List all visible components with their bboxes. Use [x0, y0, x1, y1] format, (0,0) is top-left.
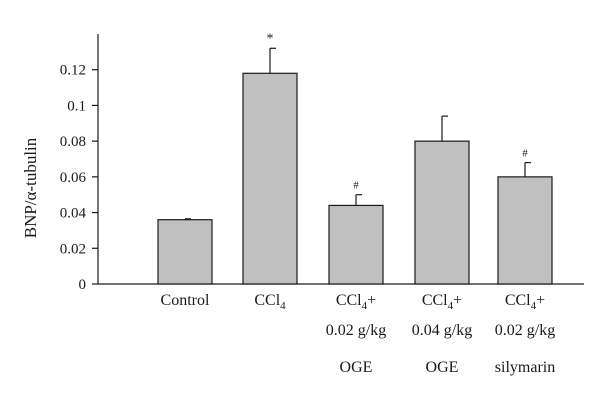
y-tick-label: 0.12	[60, 63, 86, 79]
y-tick-label: 0.1	[67, 98, 86, 114]
significance-marker: #	[522, 148, 528, 160]
x-tick-label: OGE	[340, 359, 373, 376]
bar	[497, 176, 553, 285]
y-tick-label: 0.08	[60, 134, 86, 150]
x-tick-label: CCl4	[254, 292, 286, 312]
x-tick-label-subscript: 4	[362, 300, 368, 312]
x-tick-label-text: 0.04 g/kg	[412, 322, 472, 339]
x-tick-label-text: CCl	[336, 292, 362, 309]
x-tick-label-subscript: 4	[448, 300, 454, 312]
x-tick-label-text: 0.02 g/kg	[495, 322, 555, 339]
y-tick-label: 0.02	[60, 241, 86, 257]
y-tick-label: 0.04	[60, 206, 87, 222]
x-tick-label-text: silymarin	[495, 359, 555, 376]
x-tick-label: CCl4+	[505, 292, 545, 312]
x-tick-label: 0.04 g/kg	[412, 322, 472, 339]
x-tick-label: 0.02 g/kg	[326, 322, 386, 339]
x-tick-label-suffix: +	[453, 292, 462, 309]
x-tick-label: 0.02 g/kg	[495, 322, 555, 339]
y-tick-label: 0.06	[60, 170, 87, 186]
bar	[157, 219, 213, 285]
bar	[328, 204, 384, 285]
x-tick-label: OGE	[426, 359, 459, 376]
significance-marker: #	[353, 180, 359, 192]
bar	[242, 72, 298, 285]
x-tick-label: Control	[161, 292, 210, 309]
x-tick-label: silymarin	[495, 359, 555, 376]
x-tick-label-text: 0.02 g/kg	[326, 322, 386, 339]
x-tick-label-text: OGE	[340, 359, 373, 376]
y-tick-label: 0	[79, 277, 87, 293]
x-tick-label-suffix: +	[536, 292, 545, 309]
x-tick-label-text: CCl	[254, 292, 280, 309]
x-tick-label-subscript: 4	[531, 300, 537, 312]
x-tick-label-text: CCl	[422, 292, 448, 309]
bars: * # #	[157, 31, 553, 285]
x-tick-label-text: OGE	[426, 359, 459, 376]
x-tick-label: CCl4+	[336, 292, 376, 312]
x-tick-label-text: CCl	[505, 292, 531, 309]
significance-marker: *	[267, 31, 274, 46]
x-tick-label-subscript: 4	[280, 300, 286, 312]
bar	[414, 140, 470, 285]
x-tick-label-text: Control	[161, 292, 210, 309]
y-axis-title: BNP/α-tubulin	[21, 137, 40, 238]
x-tick-label-suffix: +	[367, 292, 376, 309]
x-tick-label: CCl4+	[422, 292, 462, 312]
